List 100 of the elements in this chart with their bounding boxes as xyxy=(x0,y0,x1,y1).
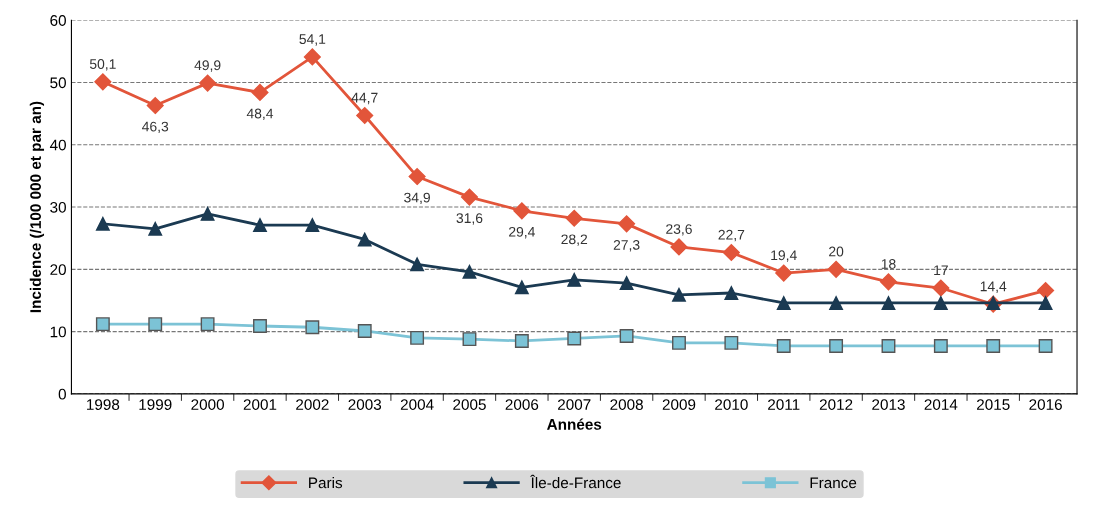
point xyxy=(514,280,529,295)
point xyxy=(514,334,529,348)
point xyxy=(933,296,948,310)
y-tick-label: 40 xyxy=(49,139,66,151)
point xyxy=(829,338,844,353)
point xyxy=(724,335,739,350)
legend-label: Paris xyxy=(309,477,343,489)
point xyxy=(881,338,896,353)
point xyxy=(986,338,1001,353)
point xyxy=(879,273,898,291)
x-tick-label: 2014 xyxy=(924,399,958,410)
point xyxy=(1037,281,1055,300)
point xyxy=(95,317,110,332)
point xyxy=(356,106,374,125)
point xyxy=(253,319,267,333)
point xyxy=(253,218,267,233)
point xyxy=(410,257,425,272)
y-tick-label: 30 xyxy=(50,201,66,213)
data-label: 54,1 xyxy=(299,34,326,46)
point xyxy=(148,221,163,236)
point xyxy=(357,324,372,338)
data-label: 23,6 xyxy=(666,224,692,236)
point xyxy=(619,276,634,290)
x-tick-label: 2000 xyxy=(191,399,225,410)
point xyxy=(146,96,164,115)
data-label: 48,4 xyxy=(246,108,274,121)
point xyxy=(565,209,583,227)
point xyxy=(724,286,739,300)
point xyxy=(672,335,686,350)
data-label: 49,9 xyxy=(194,60,221,72)
x-tick-label: 2004 xyxy=(400,399,434,410)
data-label: 27,3 xyxy=(613,239,640,252)
x-tick-label: 2007 xyxy=(558,399,591,410)
point xyxy=(776,296,791,310)
x-tick-label: 1998 xyxy=(87,399,120,410)
data-label: 28,2 xyxy=(561,234,588,246)
point xyxy=(1038,338,1053,353)
data-label: 50,1 xyxy=(89,59,116,71)
point xyxy=(881,296,896,310)
point xyxy=(567,272,582,287)
x-tick-label: 2003 xyxy=(348,399,382,410)
x-tick-label: 2001 xyxy=(243,399,277,410)
data-label: 22,7 xyxy=(718,229,745,242)
data-label: 34,9 xyxy=(404,192,430,205)
x-tick-label: 2009 xyxy=(662,399,696,410)
point xyxy=(827,260,845,278)
data-label: 18 xyxy=(881,259,896,269)
x-tick-label: 2015 xyxy=(977,399,1010,410)
data-label: 14,4 xyxy=(980,281,1007,293)
data-label: 46,3 xyxy=(142,121,169,134)
point xyxy=(305,320,320,335)
data-label: 29,4 xyxy=(509,226,535,239)
point xyxy=(462,332,477,347)
point xyxy=(567,331,582,346)
x-tick-label: 2012 xyxy=(819,399,853,410)
x-tick-label: 2013 xyxy=(872,399,905,410)
x-tick-label: 2005 xyxy=(453,399,486,410)
point xyxy=(670,238,688,256)
point xyxy=(619,329,634,343)
point xyxy=(305,218,320,233)
data-label: 31,6 xyxy=(456,213,483,225)
point xyxy=(933,338,948,353)
legend-label: France xyxy=(810,477,857,489)
point xyxy=(95,216,110,231)
y-tick-label: 0 xyxy=(58,388,66,400)
x-tick-label: 2011 xyxy=(768,399,800,410)
point xyxy=(357,232,372,247)
point xyxy=(251,83,269,102)
point xyxy=(199,74,217,92)
x-tick-label: 2008 xyxy=(610,399,643,410)
x-tick-label: 1999 xyxy=(139,399,172,410)
data-label: 44,7 xyxy=(351,92,378,105)
point xyxy=(148,317,163,332)
point xyxy=(672,287,686,302)
point xyxy=(200,206,215,221)
point xyxy=(829,296,844,310)
data-label: 19,4 xyxy=(771,250,797,262)
x-tick-label: 2006 xyxy=(505,399,539,410)
y-tick-label: 60 xyxy=(50,15,66,26)
y-tick-label: 10 xyxy=(50,326,66,338)
point xyxy=(618,215,636,233)
point xyxy=(408,167,426,186)
point xyxy=(1038,296,1053,310)
point xyxy=(462,264,477,279)
x-tick-label: 2002 xyxy=(296,399,329,410)
legend-label: Île-de-France xyxy=(530,474,621,489)
point xyxy=(410,330,425,345)
point xyxy=(932,279,950,297)
point xyxy=(200,317,215,332)
x-tick-label: 2016 xyxy=(1029,399,1062,410)
y-tick-label: 20 xyxy=(50,264,66,276)
y-tick-label: 50 xyxy=(50,77,66,89)
x-tick-label: 2010 xyxy=(715,399,748,410)
point xyxy=(513,202,531,220)
point xyxy=(722,243,740,262)
data-label: 20 xyxy=(829,246,844,257)
point xyxy=(775,264,793,282)
x-axis-title: Années xyxy=(547,418,602,430)
point xyxy=(303,48,321,66)
point xyxy=(94,73,112,91)
